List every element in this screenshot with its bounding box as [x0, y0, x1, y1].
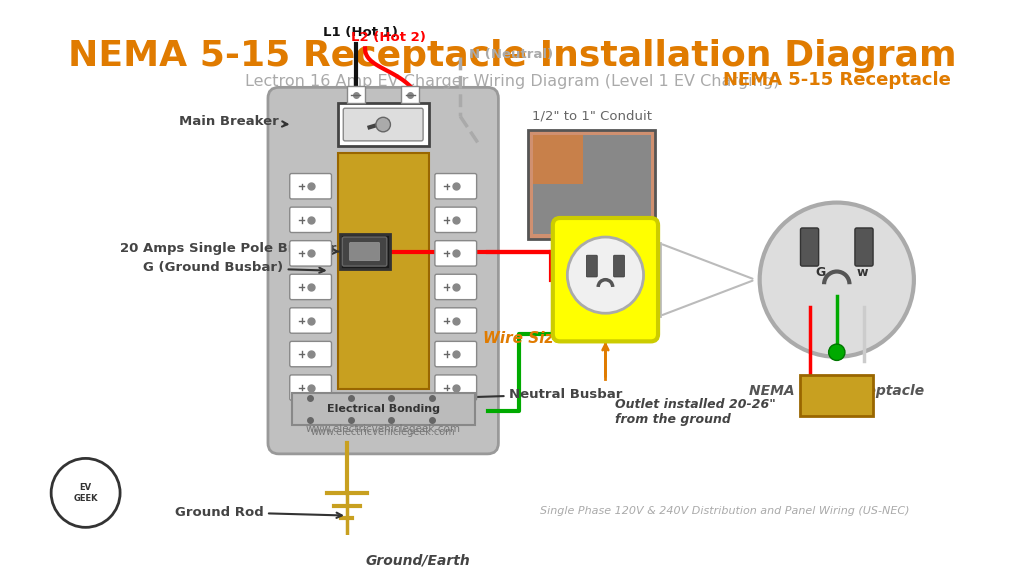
FancyBboxPatch shape — [338, 153, 428, 389]
Text: EV
GEEK: EV GEEK — [74, 483, 98, 503]
FancyBboxPatch shape — [349, 242, 380, 260]
FancyBboxPatch shape — [435, 173, 476, 199]
Text: L2 (Hot 2): L2 (Hot 2) — [351, 31, 426, 44]
FancyBboxPatch shape — [532, 135, 651, 234]
Text: w: w — [856, 266, 868, 279]
FancyBboxPatch shape — [340, 234, 389, 269]
Text: NEMA 5-15 Receptacle Installation Diagram: NEMA 5-15 Receptacle Installation Diagra… — [68, 39, 956, 73]
FancyBboxPatch shape — [435, 308, 476, 333]
FancyBboxPatch shape — [290, 207, 332, 233]
FancyBboxPatch shape — [855, 228, 873, 266]
Text: NEMA 5-15 Receptacle: NEMA 5-15 Receptacle — [723, 71, 950, 89]
FancyBboxPatch shape — [290, 173, 332, 199]
FancyBboxPatch shape — [343, 108, 423, 141]
FancyBboxPatch shape — [290, 375, 332, 400]
FancyBboxPatch shape — [290, 241, 332, 266]
Text: Electrical Bonding: Electrical Bonding — [327, 404, 439, 414]
Text: Wire Size: 12 AWG: Wire Size: 12 AWG — [483, 331, 642, 346]
FancyBboxPatch shape — [435, 342, 476, 367]
Text: G (Ground Busbar): G (Ground Busbar) — [142, 260, 325, 274]
Text: NEMA 5-15 Receptacle: NEMA 5-15 Receptacle — [750, 384, 925, 398]
FancyBboxPatch shape — [528, 130, 655, 239]
Text: G: G — [815, 266, 825, 279]
FancyBboxPatch shape — [435, 207, 476, 233]
FancyBboxPatch shape — [532, 184, 651, 234]
Text: Main Breaker: Main Breaker — [179, 115, 288, 127]
Text: Neutral Busbar: Neutral Busbar — [461, 388, 623, 401]
FancyBboxPatch shape — [347, 86, 365, 103]
FancyBboxPatch shape — [583, 135, 651, 234]
FancyBboxPatch shape — [435, 274, 476, 300]
FancyBboxPatch shape — [435, 241, 476, 266]
Text: www.electricvehiclegeek.com: www.electricvehiclegeek.com — [311, 427, 456, 437]
Circle shape — [760, 203, 913, 357]
FancyBboxPatch shape — [292, 393, 475, 425]
Text: Ground/Earth: Ground/Earth — [365, 554, 470, 568]
Circle shape — [567, 237, 643, 313]
Circle shape — [828, 344, 845, 361]
FancyBboxPatch shape — [338, 103, 428, 146]
Text: N (Neutral): N (Neutral) — [469, 48, 554, 61]
Text: www.electricvehiclegeek.com: www.electricvehiclegeek.com — [306, 425, 461, 434]
FancyBboxPatch shape — [435, 375, 476, 400]
Text: Single Phase 120V & 240V Distribution and Panel Wiring (US-NEC): Single Phase 120V & 240V Distribution an… — [540, 506, 909, 516]
Circle shape — [51, 458, 120, 528]
Text: Outlet installed 20-26"
from the ground: Outlet installed 20-26" from the ground — [614, 397, 775, 426]
FancyBboxPatch shape — [613, 255, 625, 277]
Text: Ground Rod: Ground Rod — [174, 506, 342, 518]
FancyBboxPatch shape — [801, 228, 818, 266]
FancyBboxPatch shape — [290, 342, 332, 367]
FancyBboxPatch shape — [587, 255, 597, 277]
FancyBboxPatch shape — [290, 274, 332, 300]
FancyBboxPatch shape — [290, 308, 332, 333]
Circle shape — [376, 118, 390, 132]
Text: 1/2" to 1" Conduit: 1/2" to 1" Conduit — [531, 110, 652, 123]
FancyBboxPatch shape — [801, 375, 873, 416]
Text: Lectron 16 Amp EV Charger Wiring Diagram (Level 1 EV Charging): Lectron 16 Amp EV Charger Wiring Diagram… — [245, 74, 779, 89]
FancyBboxPatch shape — [268, 88, 499, 454]
FancyBboxPatch shape — [553, 218, 658, 342]
Text: 20 Amps Single Pole Breaker: 20 Amps Single Pole Breaker — [120, 241, 339, 255]
FancyBboxPatch shape — [342, 237, 387, 266]
FancyBboxPatch shape — [401, 86, 420, 103]
Text: L1 (Hot 1): L1 (Hot 1) — [323, 26, 398, 39]
